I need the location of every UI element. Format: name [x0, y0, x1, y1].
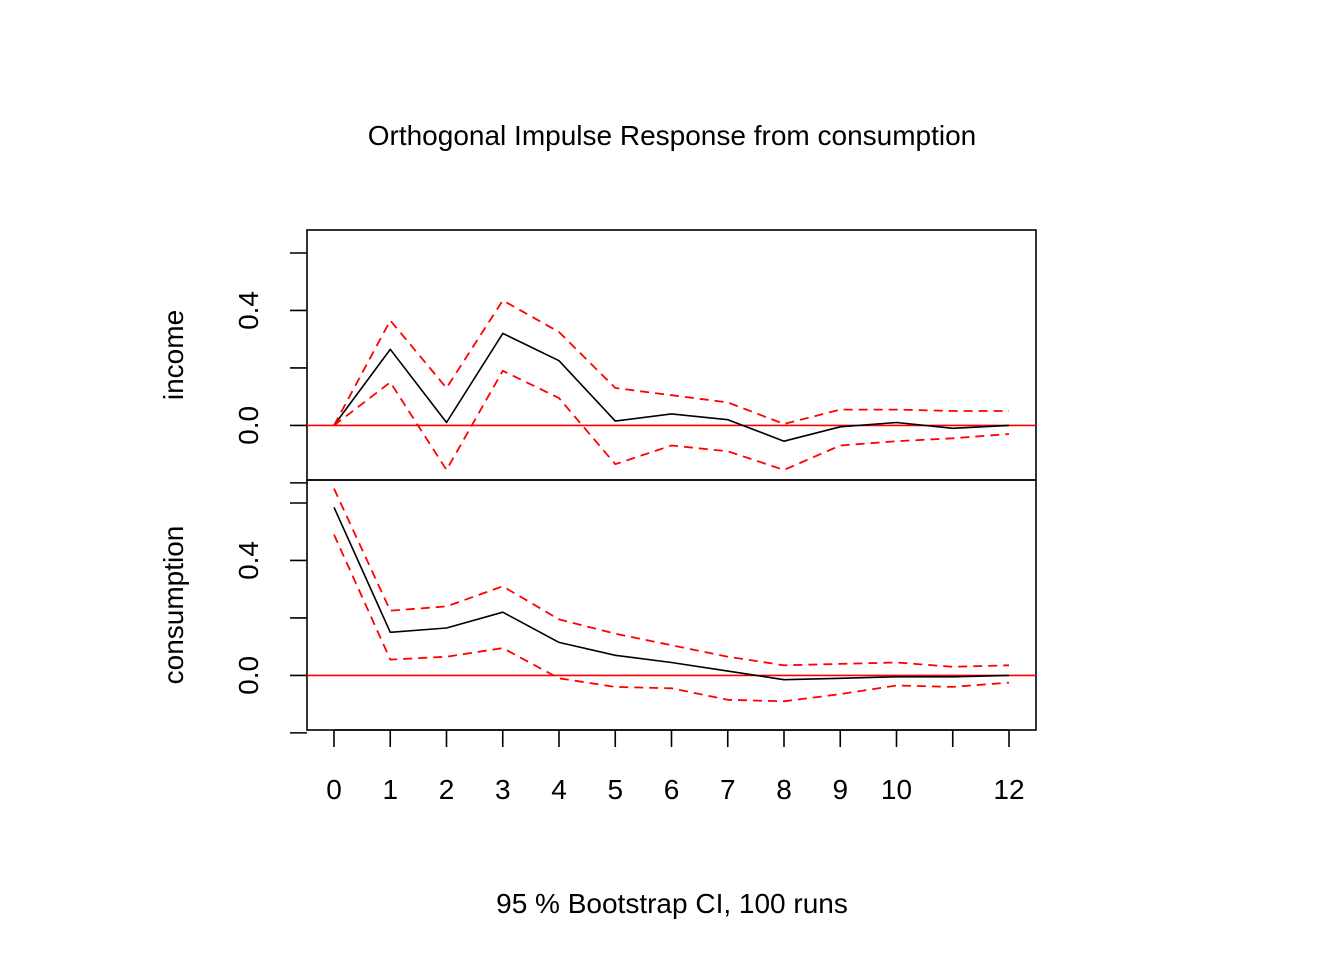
x-axis: 0 1 2 3 4 5 6 7 8 9 10 12: [326, 729, 1025, 805]
y-axis-label: consumption: [158, 526, 189, 685]
x-tick-label: 4: [551, 774, 567, 805]
x-tick-label: 3: [495, 774, 511, 805]
x-tick-label: 12: [993, 774, 1024, 805]
series-upper-line: [333, 488, 1010, 668]
x-tick-label: 2: [439, 774, 455, 805]
panel-income: 0.0 0.4 income: [158, 229, 1037, 484]
series-lower-line: [333, 369, 1010, 471]
x-tick-label: 0: [326, 774, 342, 805]
series-response-line: [333, 332, 1010, 443]
panels: 0.0 0.4 income 0.0 0.4 consumption: [158, 229, 1037, 734]
chart-footer: 95 % Bootstrap CI, 100 runs: [496, 888, 848, 919]
series-upper-line: [333, 299, 1009, 426]
x-tick-label: 7: [720, 774, 736, 805]
y-tick-label: 0.0: [233, 406, 264, 445]
y-tick-label: 0.0: [233, 656, 264, 695]
panel-frame: [306, 229, 1037, 481]
x-tick-label: 6: [664, 774, 680, 805]
chart-title: Orthogonal Impulse Response from consump…: [368, 120, 977, 151]
x-tick-label: 8: [776, 774, 792, 805]
panel-consumption: 0.0 0.4 consumption: [158, 479, 1037, 734]
y-tick-label: 0.4: [233, 291, 264, 330]
x-tick-label: 5: [607, 774, 623, 805]
y-axis-label: income: [158, 310, 189, 400]
x-tick-label: 1: [382, 774, 398, 805]
panel-frame: [306, 479, 1037, 731]
x-tick-label: 9: [832, 774, 848, 805]
series-response-line: [333, 506, 1010, 681]
series-lower-line: [333, 534, 1010, 703]
x-tick-label: 10: [881, 774, 912, 805]
y-tick-label: 0.4: [233, 541, 264, 580]
